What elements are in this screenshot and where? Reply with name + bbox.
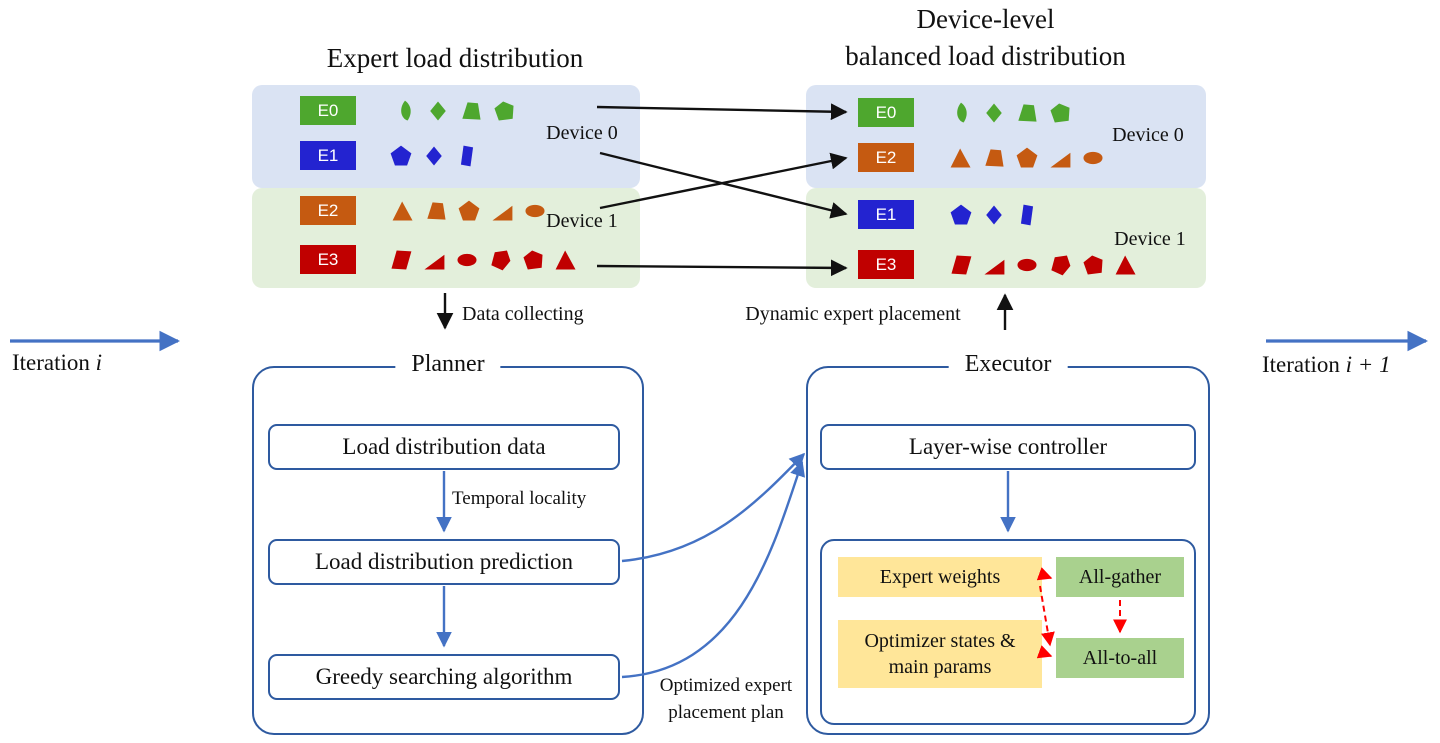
greedy-searching-algorithm-box: Greedy searching algorithm bbox=[268, 654, 620, 700]
token-shape-trapezoid bbox=[462, 101, 481, 120]
right-device1-label: Device 1 bbox=[1114, 228, 1186, 250]
token-shape-diamond bbox=[986, 204, 1002, 225]
expert-label-right-e2: E2 bbox=[858, 143, 914, 172]
token-shape-pentagon2 bbox=[494, 100, 514, 121]
token-shape-blob bbox=[491, 249, 511, 270]
temporal-locality-label: Temporal locality bbox=[452, 488, 587, 509]
token-shapes-left-e2 bbox=[390, 196, 548, 225]
iteration-i1-prefix: Iteration bbox=[1262, 352, 1346, 377]
all-gather-box: All-gather bbox=[1056, 557, 1184, 597]
left-device1-label: Device 1 bbox=[546, 210, 618, 232]
token-shape-pentagon2 bbox=[1083, 254, 1103, 275]
token-shapes-right-e3 bbox=[948, 250, 1139, 279]
right-device0-label: Device 0 bbox=[1112, 124, 1184, 146]
token-shape-bar bbox=[460, 145, 474, 166]
expert-weights-box: Expert weights bbox=[838, 557, 1042, 597]
token-shapes-right-e1 bbox=[948, 200, 1040, 229]
expert-label-left-e2: E2 bbox=[300, 196, 356, 225]
iteration-i1-label: Iteration i + 1 bbox=[1262, 352, 1391, 378]
right-title: Device-level balanced load distribution bbox=[758, 1, 1213, 75]
expert-label-left-e3: E3 bbox=[300, 245, 356, 274]
dynamic-expert-placement-label: Dynamic expert placement bbox=[745, 303, 961, 325]
optimized-plan-line2: placement plan bbox=[668, 702, 784, 723]
token-shape-ellipse bbox=[1017, 258, 1037, 271]
optimized-plan-label: Optimized expert placement plan bbox=[645, 672, 807, 726]
expert-label-left-e1: E1 bbox=[300, 141, 356, 170]
token-shapes-left-e3 bbox=[388, 245, 579, 274]
token-shape-parallelogram bbox=[951, 254, 972, 275]
token-shape-rtriangle bbox=[424, 254, 445, 270]
token-shapes-right-e0 bbox=[948, 98, 1073, 127]
token-shape-trapezoid bbox=[427, 201, 446, 220]
token-shape-diamond bbox=[986, 102, 1002, 123]
token-shape-triangle bbox=[555, 249, 576, 270]
token-shape-rtriangle bbox=[984, 259, 1005, 275]
load-distribution-prediction-box: Load distribution prediction bbox=[268, 539, 620, 585]
token-shapes-left-e0 bbox=[392, 96, 517, 125]
token-shapes-left-e1 bbox=[388, 141, 480, 170]
token-shape-blob bbox=[1051, 254, 1071, 275]
iteration-i-var: i bbox=[95, 350, 103, 375]
iteration-i1-var: i + 1 bbox=[1345, 352, 1391, 377]
layer-wise-controller-box: Layer-wise controller bbox=[820, 424, 1196, 470]
expert-label-right-e1: E1 bbox=[858, 200, 914, 229]
token-shape-rtriangle bbox=[492, 205, 513, 221]
token-shape-teardrop bbox=[957, 102, 967, 123]
left-title: Expert load distribution bbox=[326, 43, 584, 73]
token-shape-ellipse bbox=[525, 204, 545, 217]
token-shape-rtriangle bbox=[1050, 152, 1071, 168]
token-shape-diamond bbox=[426, 145, 442, 166]
all-to-all-box: All-to-all bbox=[1056, 638, 1184, 678]
token-shape-ellipse bbox=[1083, 151, 1103, 164]
load-distribution-data-box: Load distribution data bbox=[268, 424, 620, 470]
left-device0-label: Device 0 bbox=[546, 122, 618, 144]
data-collecting-label: Data collecting bbox=[462, 303, 584, 325]
token-shape-parallelogram bbox=[391, 249, 412, 270]
token-shapes-right-e2 bbox=[948, 143, 1106, 172]
arrow-prediction-to-controller bbox=[621, 452, 806, 563]
expert-label-left-e0: E0 bbox=[300, 96, 356, 125]
token-shape-triangle bbox=[392, 200, 413, 221]
iteration-i-label: Iteration i bbox=[12, 350, 102, 376]
token-shape-trapezoid bbox=[1018, 103, 1037, 122]
right-title-line2: balanced load distribution bbox=[845, 41, 1126, 71]
arrow-greedy-to-controller bbox=[621, 460, 806, 679]
token-shape-trapezoid bbox=[985, 148, 1004, 167]
token-shape-diamond bbox=[430, 100, 446, 121]
token-shape-pentagon bbox=[458, 200, 480, 221]
token-shape-pentagon2 bbox=[1050, 102, 1070, 123]
token-shape-ellipse bbox=[457, 253, 477, 266]
token-shape-triangle bbox=[950, 147, 971, 168]
token-shape-bar bbox=[1020, 204, 1034, 225]
iteration-i-prefix: Iteration bbox=[12, 350, 96, 375]
executor-title: Executor bbox=[948, 351, 1068, 378]
expert-label-right-e3: E3 bbox=[858, 250, 914, 279]
optimizer-states-box: Optimizer states & main params bbox=[838, 620, 1042, 688]
expert-label-right-e0: E0 bbox=[858, 98, 914, 127]
token-shape-teardrop bbox=[401, 100, 411, 121]
token-shape-pentagon bbox=[950, 204, 972, 225]
token-shape-pentagon bbox=[390, 145, 412, 166]
planner-title: Planner bbox=[395, 351, 501, 378]
optimized-plan-line1: Optimized expert bbox=[659, 675, 793, 696]
token-shape-triangle bbox=[1115, 254, 1136, 275]
token-shape-pentagon2 bbox=[523, 249, 543, 270]
token-shape-pentagon bbox=[1016, 147, 1038, 168]
right-title-line1: Device-level bbox=[916, 4, 1055, 34]
